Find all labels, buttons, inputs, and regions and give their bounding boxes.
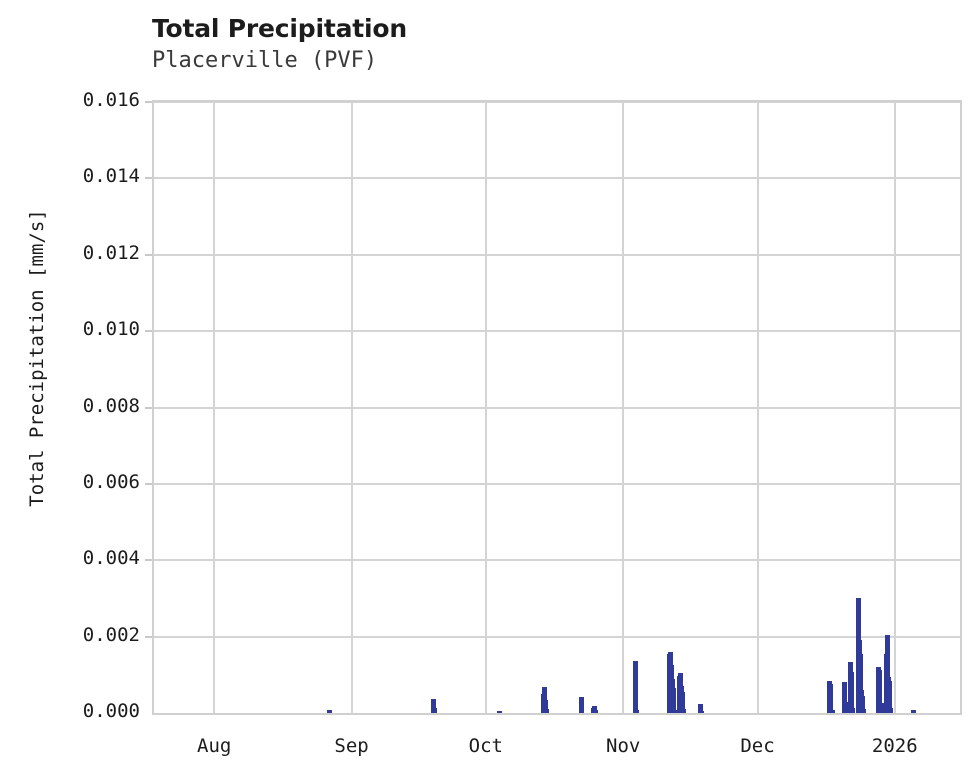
bar [579,696,585,713]
y-axis-tick-label: 0.012 [82,241,140,264]
bar [843,702,849,713]
bar [671,709,677,713]
gridline-horizontal [154,482,960,485]
x-axis-tick-label: Oct [468,735,503,757]
bar [842,682,848,713]
y-axis-tick-label: 0.010 [82,318,140,341]
bar [432,708,438,713]
bar [910,709,916,713]
bar [543,709,549,713]
bar [860,709,866,713]
gridline-horizontal [154,635,960,638]
bar [844,709,850,713]
x-axis-tick-label: Aug [197,735,232,757]
x-axis-tick-label: Dec [740,735,775,757]
bar [876,669,882,713]
bar [680,709,686,713]
title-block: Total Precipitation Placerville (PVF) [152,14,407,76]
bar [326,709,332,713]
y-axis-tick-label: 0.000 [82,700,140,722]
y-axis-tick-mark [145,177,152,180]
y-axis-tick-mark [145,635,152,638]
plot-inner [154,102,960,713]
bar [542,699,548,713]
bar [878,703,884,713]
plot-area [152,100,962,715]
bar [830,710,836,713]
y-axis-tick-mark [145,253,152,256]
x-axis-tick-label: Nov [606,735,641,757]
y-axis-tick-mark [145,101,152,103]
y-axis-tick-mark [145,406,152,409]
y-axis-tick-label: 0.014 [82,165,140,188]
bar [431,698,437,713]
bar [859,695,865,713]
y-axis-tick-mark [145,559,152,562]
bar [850,707,856,713]
bar [592,706,598,713]
bar [593,709,599,713]
bar [849,672,854,713]
bar [884,634,890,713]
y-axis-tick-label: 0.006 [82,470,140,493]
x-axis-tick-label: 2026 [871,735,918,757]
gridline-horizontal [154,406,960,409]
gridline-horizontal [154,559,960,562]
bar [886,681,892,713]
x-axis-tick-label: Sep [334,735,369,757]
y-axis-tick-label: 0.016 [82,89,140,111]
bar [679,691,685,713]
bar [698,710,704,713]
y-axis-tick-label: 0.002 [82,623,140,646]
bar [697,704,703,713]
y-axis-tick-mark [145,482,152,485]
bar [857,653,863,713]
y-axis-tick-mark [145,330,152,333]
gridline-horizontal [154,253,960,256]
gridline-horizontal [154,102,960,103]
gridline-horizontal [154,177,960,180]
chart-subtitle: Placerville (PVF) [152,48,378,73]
y-axis-tick-label: 0.008 [82,394,140,417]
page-title: Total Precipitation [152,14,407,43]
bar [828,683,834,713]
gridline-horizontal [154,330,960,333]
y-axis-tick-label: 0.004 [82,547,140,570]
bar [633,661,639,713]
bar [887,707,893,713]
bar [496,710,502,713]
bar [670,688,676,713]
bar [634,710,640,713]
